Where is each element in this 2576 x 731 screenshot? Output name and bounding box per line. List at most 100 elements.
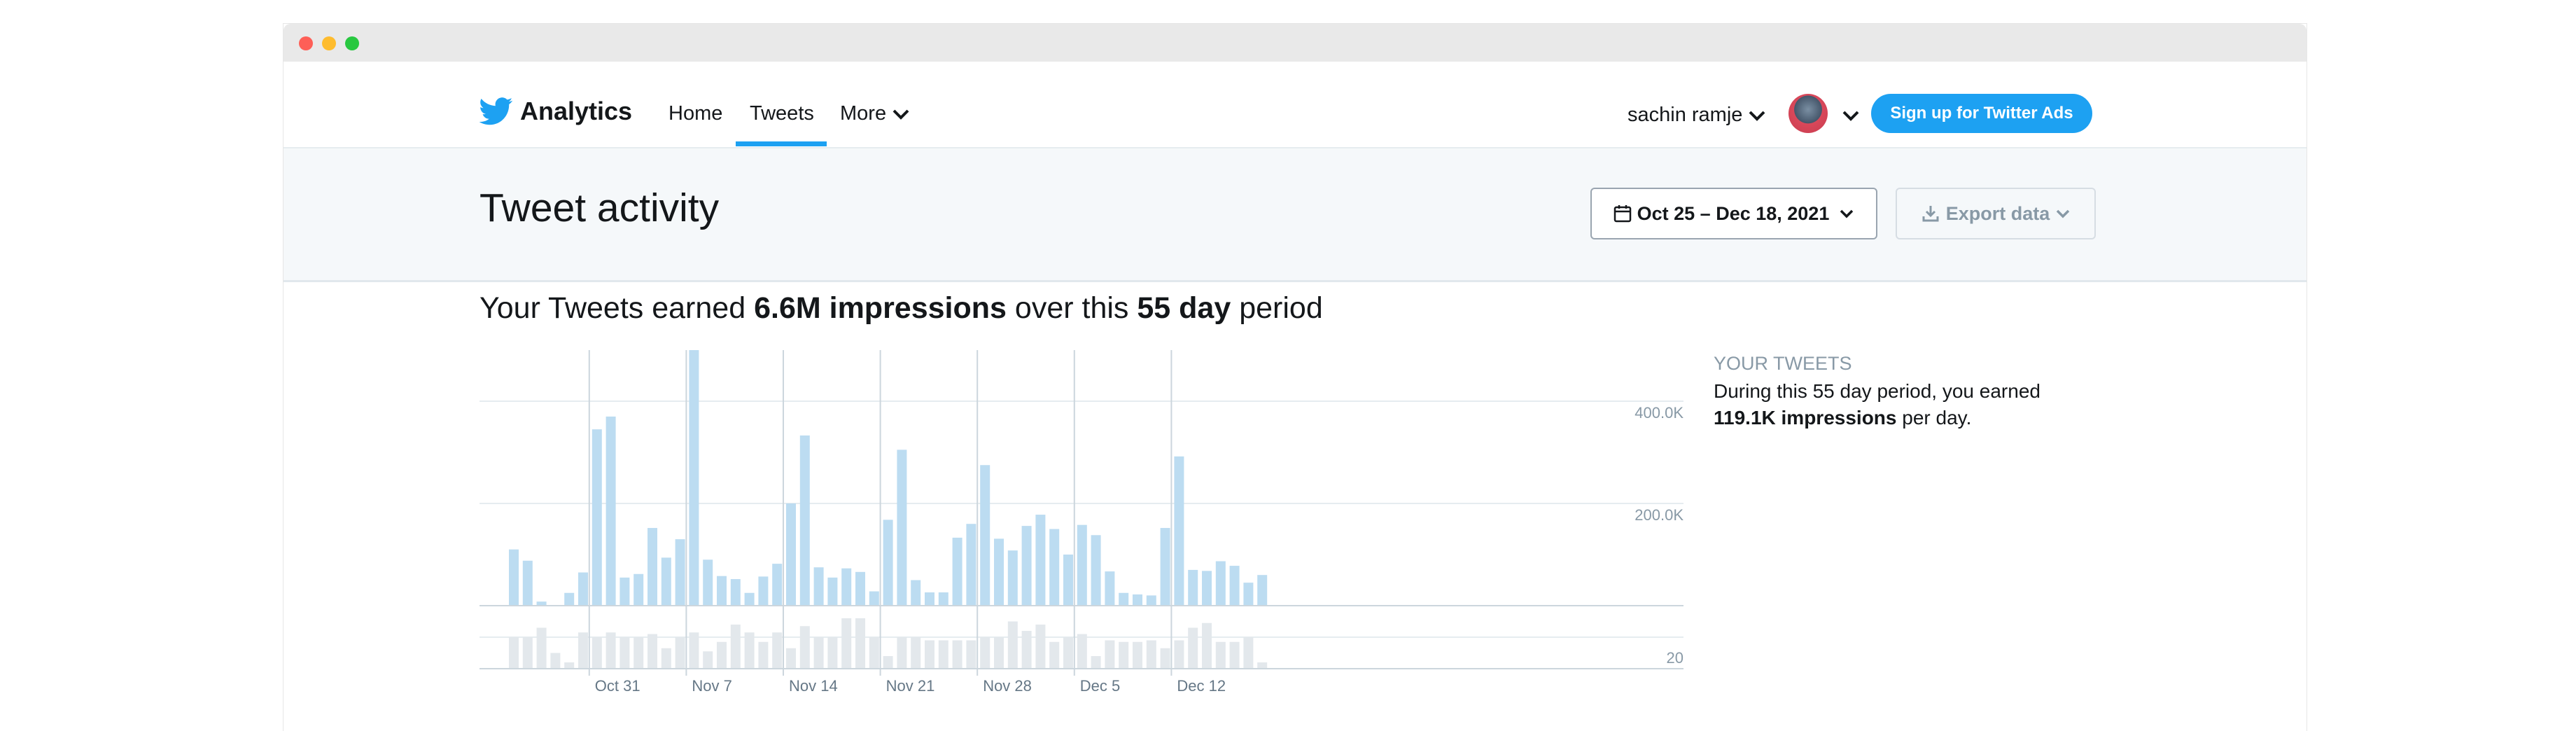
user-name: sachin ramje bbox=[1628, 104, 1743, 126]
sidebar-line: During this 55 day period, you earned bbox=[1714, 380, 2040, 402]
engagement-bar bbox=[634, 637, 644, 669]
engagement-bar bbox=[966, 640, 976, 669]
engagement-bar bbox=[938, 640, 948, 669]
engagement-bar bbox=[994, 637, 1004, 669]
impressions-bar bbox=[717, 576, 727, 606]
avatar[interactable] bbox=[1788, 94, 1828, 133]
engagement-bar bbox=[1063, 637, 1073, 669]
engagement-bar bbox=[550, 653, 561, 669]
engagement-bar bbox=[1119, 641, 1129, 669]
engagement-bar bbox=[509, 637, 519, 669]
summary-prefix: Your Tweets earned bbox=[479, 291, 746, 325]
engagement-bar bbox=[1188, 627, 1198, 669]
impressions-bar bbox=[634, 573, 644, 606]
impressions-bar bbox=[509, 549, 519, 606]
export-data-label: Export data bbox=[1945, 202, 2050, 224]
x-tick-label: Oct 31 bbox=[595, 677, 640, 695]
impressions-bar bbox=[813, 567, 824, 606]
impressions-bar bbox=[1257, 575, 1268, 606]
impressions-bar bbox=[1146, 595, 1156, 606]
engagement-bar bbox=[911, 637, 921, 669]
engagement-bar bbox=[813, 637, 824, 669]
impressions-bar bbox=[841, 568, 852, 606]
chevron-down-icon bbox=[1840, 209, 1854, 218]
impressions-bar bbox=[606, 416, 616, 606]
impressions-bar bbox=[952, 537, 962, 606]
impressions-bar bbox=[675, 539, 685, 606]
sign-up-twitter-ads-button[interactable]: Sign up for Twitter Ads bbox=[1871, 94, 2092, 133]
impressions-bar bbox=[1077, 524, 1087, 606]
engagement-bar bbox=[1133, 641, 1142, 669]
impressions-bar bbox=[564, 592, 575, 606]
nav-tweets-tab[interactable]: Tweets bbox=[750, 102, 814, 125]
chevron-down-icon bbox=[2057, 209, 2070, 218]
date-range-button[interactable]: Oct 25 – Dec 18, 2021 bbox=[1590, 188, 1877, 239]
impressions-bar bbox=[730, 579, 741, 606]
impressions-bar bbox=[994, 538, 1004, 606]
page-header: Tweet activity Oct 25 – Dec 18, 2021 Exp… bbox=[284, 148, 2306, 282]
impressions-bar bbox=[925, 592, 934, 606]
engagement-bar bbox=[897, 637, 907, 669]
impressions-bar bbox=[1049, 529, 1060, 606]
x-tick-label: Dec 12 bbox=[1177, 677, 1226, 695]
y-tick-label: 200.0K bbox=[1634, 506, 1684, 524]
impressions-bar bbox=[980, 465, 990, 606]
export-data-button[interactable]: Export data bbox=[1896, 188, 2096, 239]
download-icon bbox=[1922, 206, 1939, 222]
engagement-bar bbox=[717, 641, 727, 669]
impressions-bar bbox=[1021, 526, 1032, 606]
engagement-bar bbox=[1105, 640, 1115, 669]
engagement-bar bbox=[675, 637, 685, 669]
account-switcher[interactable]: sachin ramje bbox=[1628, 104, 1766, 127]
engagement-bar bbox=[620, 637, 630, 669]
engagement-bar bbox=[1021, 631, 1032, 669]
engagement-bar bbox=[578, 632, 588, 669]
engagement-bar bbox=[952, 640, 962, 669]
nav-home-link[interactable]: Home bbox=[668, 102, 723, 125]
nav-more-menu[interactable]: More bbox=[840, 102, 910, 125]
impressions-bar bbox=[897, 450, 907, 606]
nav-more-label: More bbox=[840, 102, 887, 125]
engagement-bar bbox=[799, 626, 810, 669]
impressions-bar bbox=[1229, 566, 1240, 606]
x-tick-label: Dec 5 bbox=[1080, 677, 1120, 695]
minimize-window-button[interactable] bbox=[322, 36, 336, 50]
engagement-bar bbox=[758, 641, 769, 669]
impressions-summary: Your Tweets earned 6.6M impressions over… bbox=[479, 291, 1323, 326]
engagement-bar bbox=[606, 632, 616, 669]
engagement-bar bbox=[703, 651, 713, 669]
impressions-bar bbox=[938, 592, 948, 606]
engagement-bar bbox=[925, 640, 934, 669]
summary-days: 55 day bbox=[1137, 291, 1231, 325]
sub-y-tick-label: 20 bbox=[1667, 649, 1684, 667]
impressions-bar bbox=[703, 559, 713, 606]
impressions-bar bbox=[536, 601, 547, 606]
engagement-bar bbox=[1257, 662, 1268, 669]
engagement-bar bbox=[564, 662, 575, 669]
date-range-label: Oct 25 – Dec 18, 2021 bbox=[1637, 202, 1830, 224]
browser-window: Analytics Home Tweets More sachin ramje … bbox=[284, 24, 2306, 731]
impressions-bar bbox=[772, 564, 783, 606]
impressions-bar bbox=[758, 576, 769, 606]
analytics-home-link[interactable]: Analytics bbox=[479, 97, 632, 126]
impressions-bar bbox=[522, 560, 533, 606]
close-window-button[interactable] bbox=[299, 36, 313, 50]
maximize-window-button[interactable] bbox=[345, 36, 359, 50]
summary-middle: over this bbox=[1014, 291, 1129, 325]
x-tick-label: Nov 14 bbox=[789, 677, 838, 695]
engagement-bar bbox=[536, 627, 547, 669]
sidebar-impressions: 119.1K impressions bbox=[1714, 407, 1897, 429]
engagement-bar bbox=[1243, 637, 1254, 669]
engagement-bar bbox=[522, 637, 533, 669]
engagement-bar bbox=[730, 625, 741, 669]
your-tweets-summary: During this 55 day period, you earned 11… bbox=[1714, 378, 2134, 431]
impressions-bar bbox=[869, 591, 879, 606]
engagement-bar bbox=[980, 637, 990, 669]
summary-suffix: period bbox=[1239, 291, 1323, 325]
avatar-chevron-down-icon[interactable] bbox=[1842, 109, 1860, 122]
impressions-bar bbox=[578, 572, 588, 606]
impressions-bar bbox=[1119, 592, 1129, 606]
title-bar bbox=[284, 24, 2306, 62]
impressions-bar bbox=[827, 577, 838, 606]
impressions-bar bbox=[855, 571, 865, 606]
